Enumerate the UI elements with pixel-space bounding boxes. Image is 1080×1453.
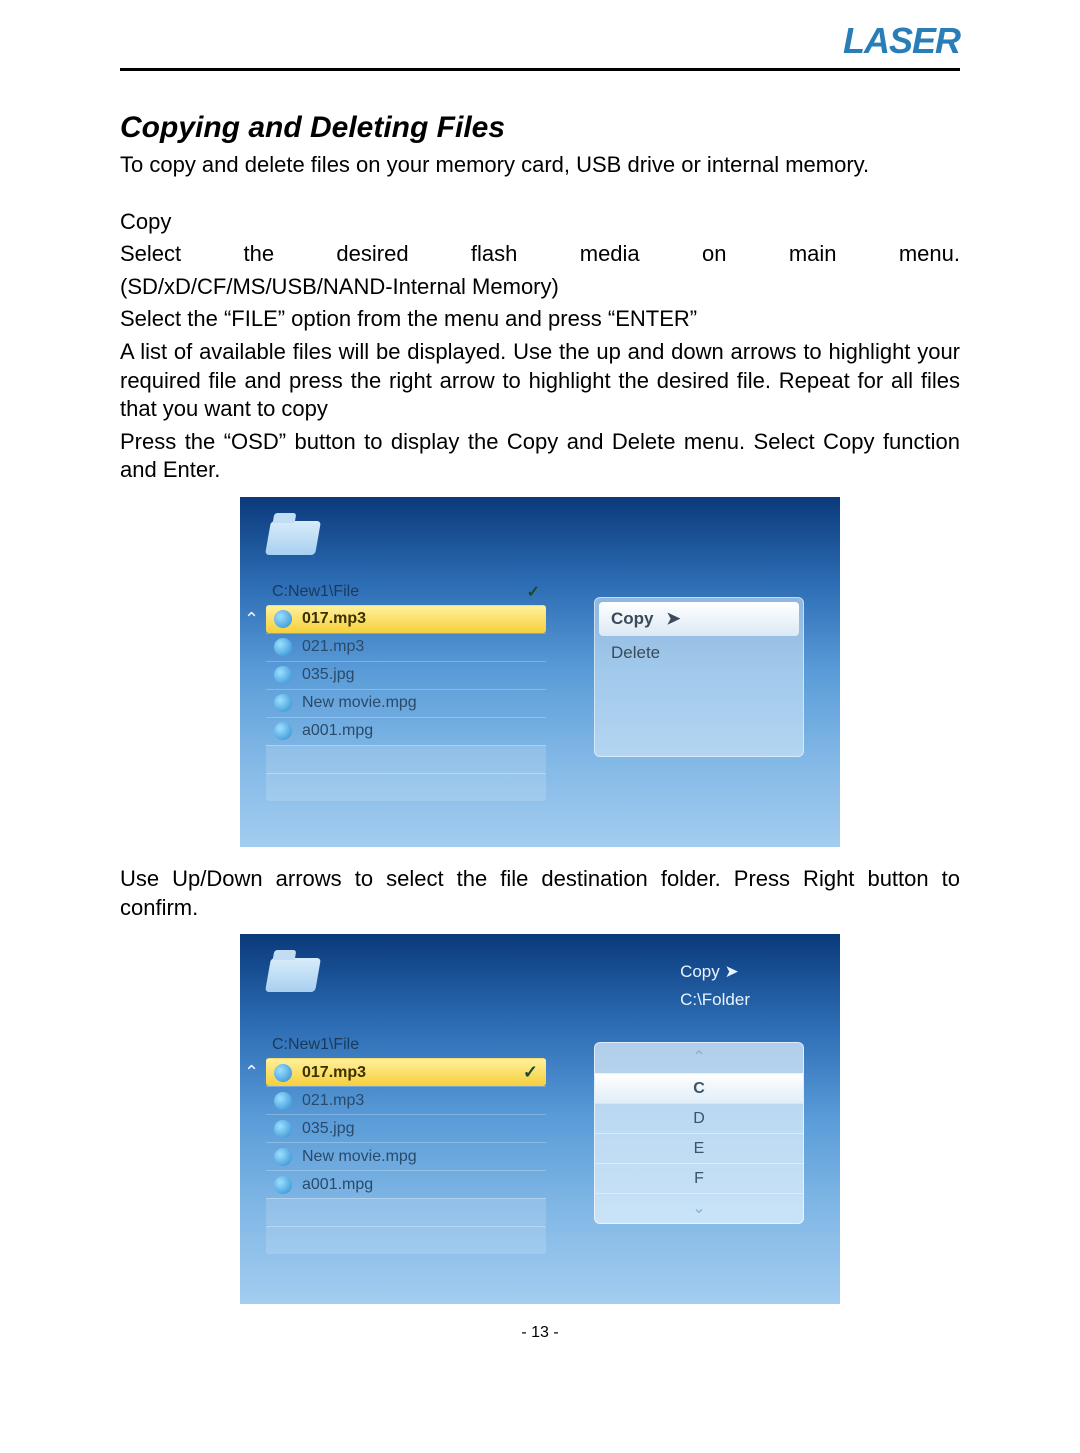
file-type-icon	[274, 610, 292, 628]
folder-icon	[265, 958, 321, 992]
after-shot1-text: Use Up/Down arrows to select the file de…	[120, 865, 960, 922]
file-type-icon	[274, 666, 292, 684]
dest-item[interactable]: F	[595, 1163, 803, 1193]
path-text: C:New1\File	[272, 583, 359, 601]
file-name: 017.mp3	[302, 1064, 366, 1082]
copy-heading: Copy	[120, 208, 960, 237]
copy-step-1a: Select the desired flash media on main m…	[120, 240, 960, 269]
dest-item[interactable]: C	[595, 1073, 803, 1103]
menu-item-copy[interactable]: Copy ➤	[599, 602, 799, 636]
file-name: 021.mp3	[302, 1092, 364, 1110]
file-row[interactable]: a001.mpg	[266, 1170, 546, 1198]
folder-icon	[265, 521, 321, 555]
file-row[interactable]: 021.mp3	[266, 1086, 546, 1114]
path-text: C:New1\File	[272, 1036, 359, 1054]
file-row-empty	[266, 773, 546, 801]
dest-item[interactable]: E	[595, 1133, 803, 1163]
copy-step-3: A list of available files will be displa…	[120, 338, 960, 424]
file-row[interactable]: 017.mp3 ✓	[266, 1058, 546, 1086]
file-type-icon	[274, 638, 292, 656]
file-type-icon	[274, 694, 292, 712]
file-row[interactable]: 021.mp3	[266, 633, 546, 661]
path-row: C:New1\File ✓	[266, 579, 546, 605]
menu-label: Delete	[611, 643, 660, 662]
top-labels: Copy ➤ C:\Folder	[680, 962, 750, 1010]
cursor-icon: ➤	[725, 962, 739, 981]
file-name: 035.jpg	[302, 1120, 355, 1138]
menu-label: Copy	[611, 609, 654, 628]
screenshot-destination-select: Copy ➤ C:\Folder ⌃ C:New1\File 017.mp3 ✓…	[240, 934, 840, 1304]
action-menu: Copy ➤ Delete	[594, 597, 804, 757]
file-row-empty	[266, 745, 546, 773]
file-type-icon	[274, 1176, 292, 1194]
check-icon: ✓	[523, 1062, 538, 1083]
file-row[interactable]: New movie.mpg	[266, 1142, 546, 1170]
header-bar: LASER	[120, 20, 960, 71]
file-name: New movie.mpg	[302, 694, 417, 712]
file-row[interactable]: 017.mp3	[266, 605, 546, 633]
folder-path-label: C:\Folder	[680, 990, 750, 1010]
copy-step-4: Press the “OSD” button to display the Co…	[120, 428, 960, 485]
cursor-icon: ➤	[666, 609, 680, 628]
file-name: 021.mp3	[302, 638, 364, 656]
section-title: Copying and Deleting Files	[120, 111, 960, 145]
file-list-panel: C:New1\File ✓ 017.mp3 021.mp3 035.jpg Ne…	[266, 579, 546, 801]
check-icon: ✓	[527, 582, 540, 602]
file-name: New movie.mpg	[302, 1148, 417, 1166]
page-number: - 13 -	[120, 1324, 960, 1342]
file-type-icon	[274, 1120, 292, 1138]
file-list-panel: C:New1\File 017.mp3 ✓ 021.mp3 035.jpg Ne…	[266, 1032, 546, 1254]
file-type-icon	[274, 1148, 292, 1166]
scroll-up-icon[interactable]: ⌃	[244, 1062, 259, 1083]
dest-scroll-up[interactable]: ⌃	[595, 1043, 803, 1073]
dest-item[interactable]: D	[595, 1103, 803, 1133]
file-row-empty	[266, 1226, 546, 1254]
menu-item-delete[interactable]: Delete	[599, 636, 799, 670]
file-name: a001.mpg	[302, 722, 373, 740]
path-row: C:New1\File	[266, 1032, 546, 1058]
file-row[interactable]: New movie.mpg	[266, 689, 546, 717]
file-name: 017.mp3	[302, 610, 366, 628]
file-row[interactable]: a001.mpg	[266, 717, 546, 745]
scroll-up-icon[interactable]: ⌃	[244, 609, 259, 630]
destination-panel: ⌃ C D E F ⌄	[594, 1042, 804, 1224]
copy-label: Copy ➤	[680, 962, 750, 982]
screenshot-copy-delete-menu: ⌃ C:New1\File ✓ 017.mp3 021.mp3 035.jpg …	[240, 497, 840, 847]
dest-scroll-down[interactable]: ⌄	[595, 1193, 803, 1223]
file-row[interactable]: 035.jpg	[266, 1114, 546, 1142]
file-name: a001.mpg	[302, 1176, 373, 1194]
file-row-empty	[266, 1198, 546, 1226]
file-type-icon	[274, 722, 292, 740]
file-type-icon	[274, 1092, 292, 1110]
file-row[interactable]: 035.jpg	[266, 661, 546, 689]
intro-text: To copy and delete files on your memory …	[120, 151, 960, 180]
copy-step-2: Select the “FILE” option from the menu a…	[120, 305, 960, 334]
file-name: 035.jpg	[302, 666, 355, 684]
copy-step-1b: (SD/xD/CF/MS/USB/NAND-Internal Memory)	[120, 273, 960, 302]
file-type-icon	[274, 1064, 292, 1082]
brand-logo: LASER	[843, 20, 960, 61]
